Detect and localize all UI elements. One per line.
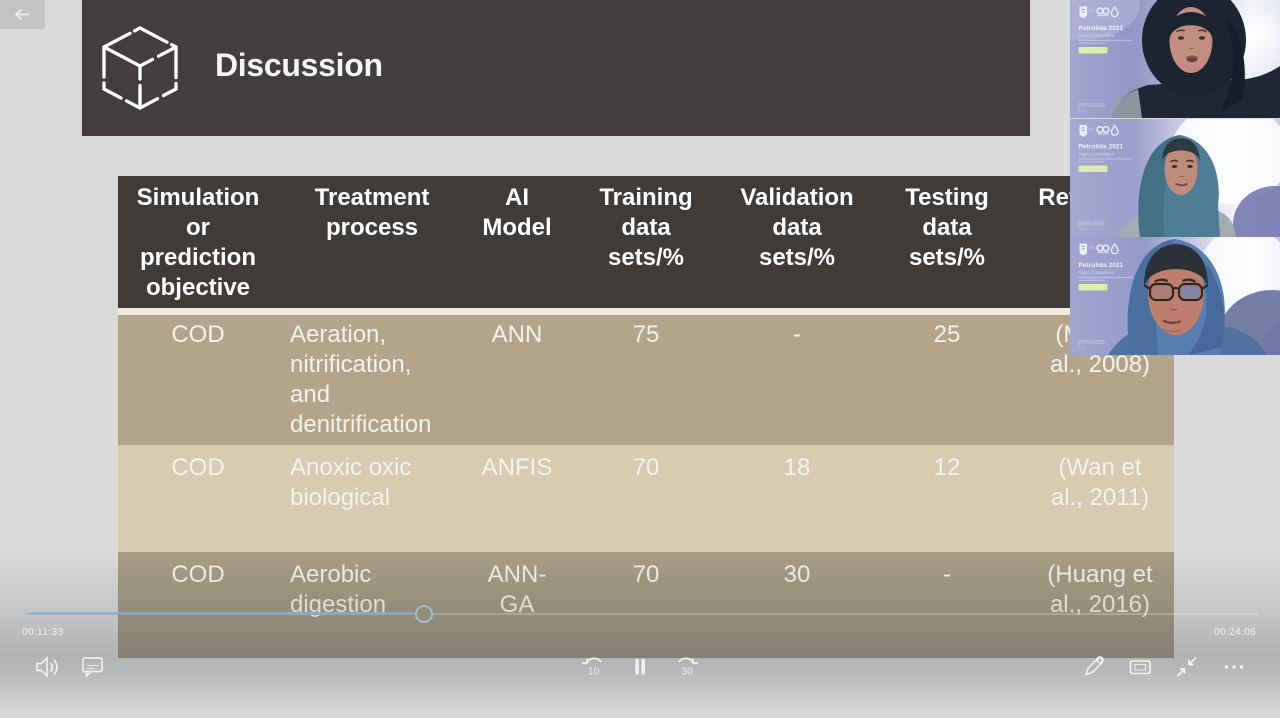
svg-text:30: 30 (681, 666, 693, 678)
svg-text:10: 10 (588, 666, 600, 678)
